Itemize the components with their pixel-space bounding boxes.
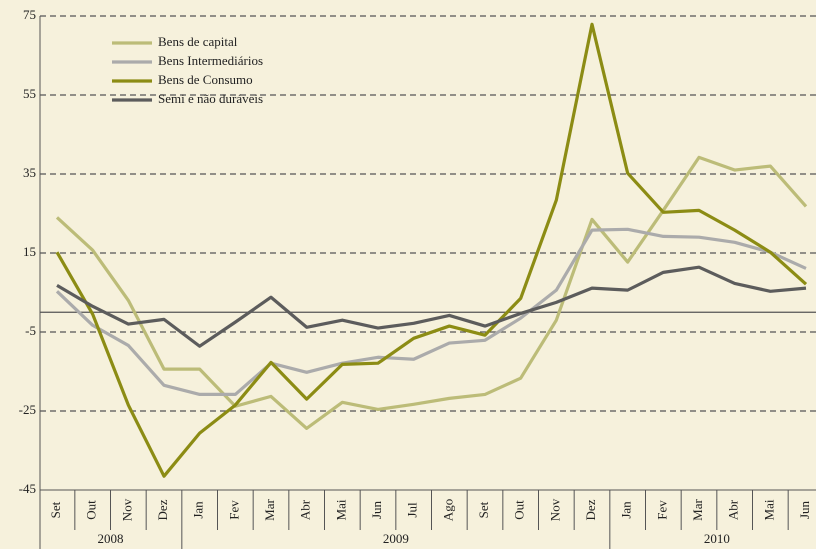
series-line: [55, 227, 807, 397]
x-tick-label: Mar: [690, 499, 705, 521]
y-tick-label: -5: [25, 323, 36, 338]
legend-label: Semi e não duráveis: [158, 91, 263, 106]
y-tick-label: -45: [19, 481, 36, 496]
x-tick-label: Nov: [119, 498, 134, 521]
x-tick-label: Out: [84, 500, 99, 520]
x-tick-label: Jun: [369, 500, 384, 519]
series-line: [56, 265, 807, 348]
x-tick-label: Fev: [226, 500, 241, 520]
x-tick-label: Abr: [298, 499, 313, 520]
legend-label: Bens de Consumo: [158, 72, 253, 87]
year-label: 2010: [704, 531, 730, 546]
y-tick-label: 55: [23, 86, 36, 101]
x-tick-label: Mai: [761, 499, 776, 520]
x-tick-label: Ago: [440, 499, 455, 521]
x-tick-label: Mar: [262, 499, 277, 521]
x-tick-label: Dez: [155, 499, 170, 520]
x-tick-label: Jun: [797, 500, 812, 519]
x-tick-label: Abr: [726, 499, 741, 520]
y-tick-label: 15: [23, 244, 36, 259]
x-tick-label: Jul: [405, 502, 420, 518]
y-tick-label: 75: [23, 7, 36, 22]
x-tick-label: Out: [512, 500, 527, 520]
y-tick-label: 35: [23, 165, 36, 180]
x-tick-label: Jan: [619, 501, 634, 519]
x-tick-label: Jan: [191, 501, 206, 519]
year-label: 2008: [98, 531, 124, 546]
series-line: [55, 22, 808, 478]
legend-label: Bens Intermediários: [158, 53, 263, 68]
x-tick-label: Nov: [547, 498, 562, 521]
x-tick-label: Fev: [654, 500, 669, 520]
x-tick-label: Set: [48, 501, 63, 518]
legend-label: Bens de capital: [158, 34, 238, 49]
year-label: 2009: [383, 531, 409, 546]
series-line: [55, 155, 808, 430]
x-tick-label: Set: [476, 501, 491, 518]
x-tick-label: Dez: [583, 499, 598, 520]
x-tick-label: Mai: [333, 499, 348, 520]
y-tick-label: -25: [19, 402, 36, 417]
